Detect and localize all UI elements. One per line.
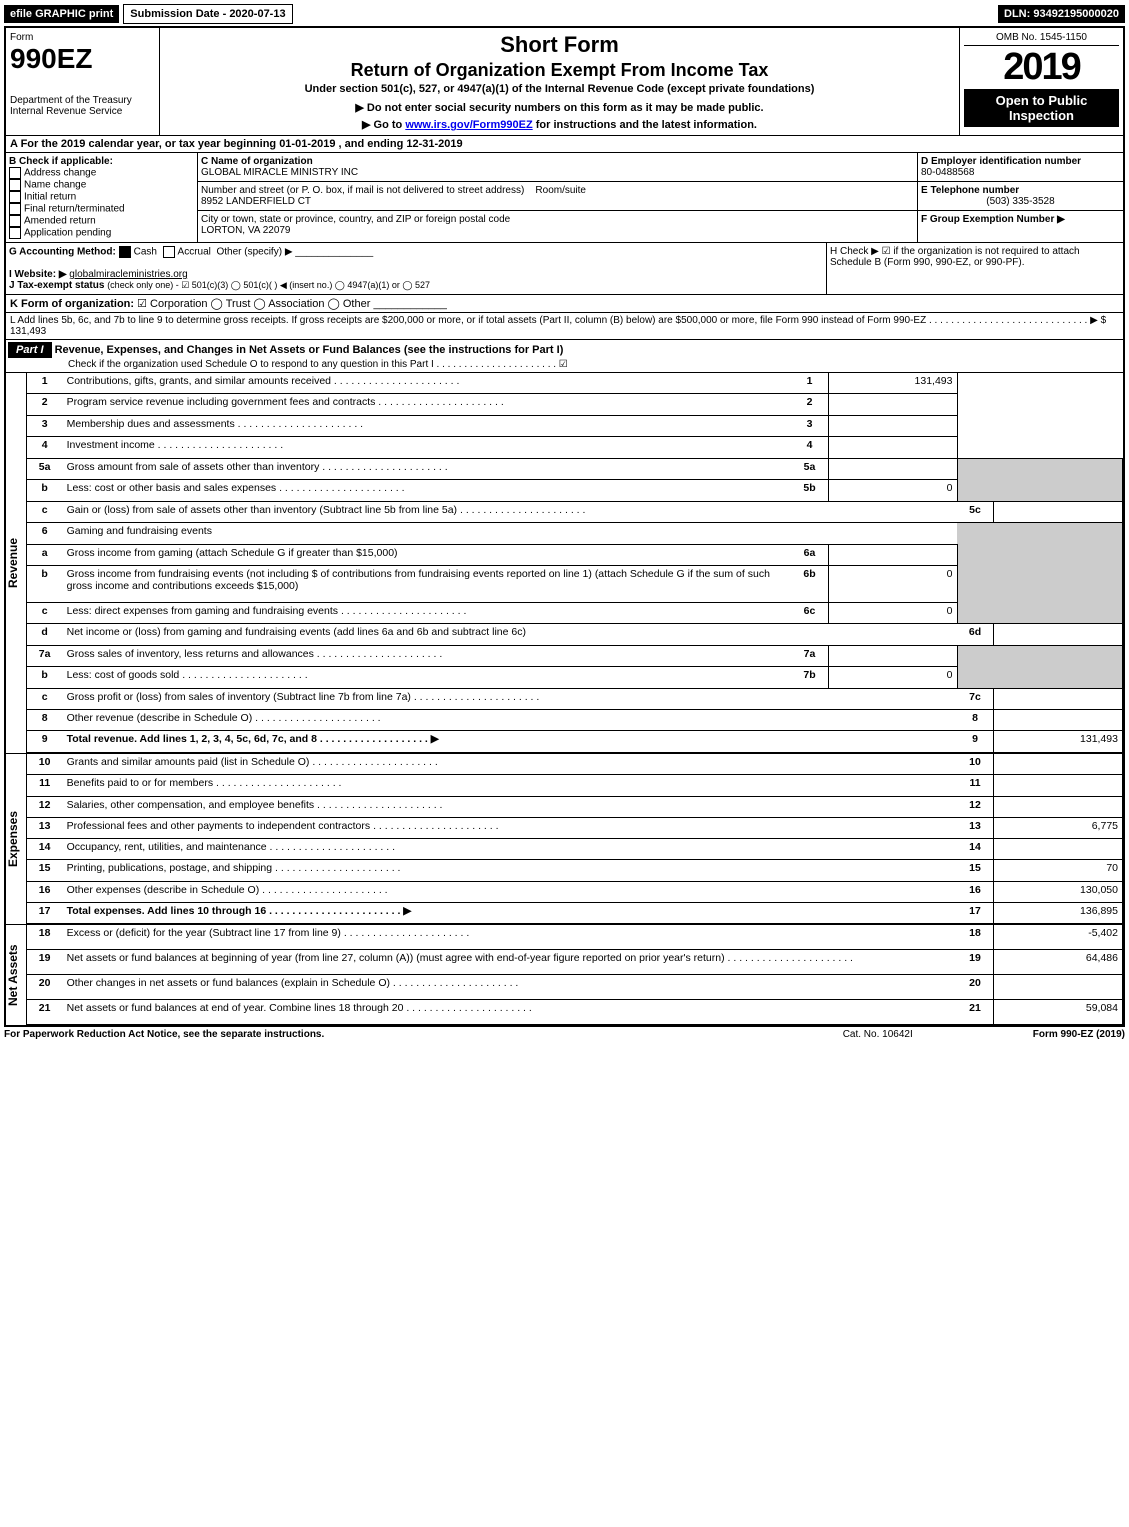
- h-schedule-b: H Check ▶ ☑ if the organization is not r…: [826, 243, 1123, 294]
- dln-label: DLN: 93492195000020: [998, 5, 1125, 23]
- checkbox-application-pending[interactable]: [9, 227, 21, 239]
- j-tax-exempt-text: (check only one) - ☑ 501(c)(3) ◯ 501(c)(…: [107, 280, 430, 290]
- dept-label: Department of the Treasury: [10, 95, 155, 106]
- subtitle-section: Under section 501(c), 527, or 4947(a)(1)…: [164, 83, 955, 95]
- open-inspection-label: Open to Public Inspection: [964, 89, 1119, 127]
- l-gross-receipts: L Add lines 5b, 6c, and 7b to line 9 to …: [6, 313, 1123, 339]
- expenses-side-label: Expenses: [6, 753, 27, 924]
- org-street: 8952 LANDERFIELD CT: [201, 196, 311, 207]
- j-tax-exempt-label: J Tax-exempt status: [9, 280, 104, 291]
- expenses-table: 10Grants and similar amounts paid (list …: [27, 753, 1123, 924]
- k-form-org-label: K Form of organization:: [10, 298, 134, 310]
- irs-link[interactable]: www.irs.gov/Form990EZ: [405, 119, 532, 131]
- g-accounting-label: G Accounting Method:: [9, 247, 116, 258]
- part1-title: Revenue, Expenses, and Changes in Net As…: [55, 344, 564, 356]
- efile-print-button[interactable]: efile GRAPHIC print: [4, 5, 119, 23]
- top-toolbar: efile GRAPHIC print Submission Date - 20…: [4, 4, 1125, 24]
- e-phone-label: E Telephone number: [921, 185, 1019, 196]
- netassets-side-label: Net Assets: [6, 924, 27, 1025]
- section-b-checkboxes: B Check if applicable: Address change Na…: [6, 153, 198, 242]
- subtitle-ssn-warning: ▶ Do not enter social security numbers o…: [164, 101, 955, 114]
- cat-number: Cat. No. 10642I: [843, 1029, 913, 1040]
- paperwork-notice: For Paperwork Reduction Act Notice, see …: [4, 1029, 843, 1040]
- revenue-side-label: Revenue: [6, 372, 27, 753]
- c-street-label: Number and street (or P. O. box, if mail…: [201, 185, 524, 196]
- revenue-table: 1Contributions, gifts, grants, and simil…: [27, 372, 1123, 753]
- line-a-tax-year: A For the 2019 calendar year, or tax yea…: [6, 135, 1123, 152]
- form-word: Form: [10, 32, 155, 43]
- part1-check: Check if the organization used Schedule …: [8, 359, 568, 370]
- f-group-label: F Group Exemption Number ▶: [921, 214, 1065, 225]
- tax-year: 2019: [964, 46, 1119, 89]
- ein-value: 80-0488568: [921, 167, 974, 178]
- c-name-label: C Name of organization: [201, 156, 313, 167]
- page-footer: For Paperwork Reduction Act Notice, see …: [4, 1027, 1125, 1040]
- checkbox-address-change[interactable]: [9, 167, 21, 179]
- c-city-label: City or town, state or province, country…: [201, 214, 510, 225]
- c-room-label: Room/suite: [535, 185, 586, 196]
- title-return: Return of Organization Exempt From Incom…: [164, 60, 955, 81]
- checkbox-amended-return[interactable]: [9, 215, 21, 227]
- title-short-form: Short Form: [164, 32, 955, 58]
- form-990ez: Form 990EZ Department of the Treasury In…: [4, 26, 1125, 1027]
- org-name: GLOBAL MIRACLE MINISTRY INC: [201, 167, 358, 178]
- checkbox-cash[interactable]: [119, 246, 131, 258]
- submission-date-label: Submission Date - 2020-07-13: [123, 4, 292, 24]
- part1-bar: Part I: [8, 342, 52, 358]
- omb-number: OMB No. 1545-1150: [964, 32, 1119, 46]
- checkbox-initial-return[interactable]: [9, 191, 21, 203]
- form-id-footer: Form 990-EZ (2019): [1033, 1029, 1125, 1040]
- k-form-org-text: ☑ Corporation ◯ Trust ◯ Association ◯ Ot…: [137, 298, 370, 310]
- org-city: LORTON, VA 22079: [201, 225, 291, 236]
- form-number: 990EZ: [10, 43, 155, 75]
- website-value[interactable]: globalmiracleministries.org: [69, 269, 187, 280]
- netassets-table: 18Excess or (deficit) for the year (Subt…: [27, 924, 1123, 1025]
- phone-value: (503) 335-3528: [921, 196, 1120, 207]
- i-website-label: I Website: ▶: [9, 269, 67, 280]
- checkbox-name-change[interactable]: [9, 179, 21, 191]
- checkbox-final-return[interactable]: [9, 203, 21, 215]
- irs-label: Internal Revenue Service: [10, 106, 155, 117]
- subtitle-goto: ▶ Go to www.irs.gov/Form990EZ for instru…: [164, 118, 955, 131]
- d-ein-label: D Employer identification number: [921, 156, 1081, 167]
- checkbox-accrual[interactable]: [163, 246, 175, 258]
